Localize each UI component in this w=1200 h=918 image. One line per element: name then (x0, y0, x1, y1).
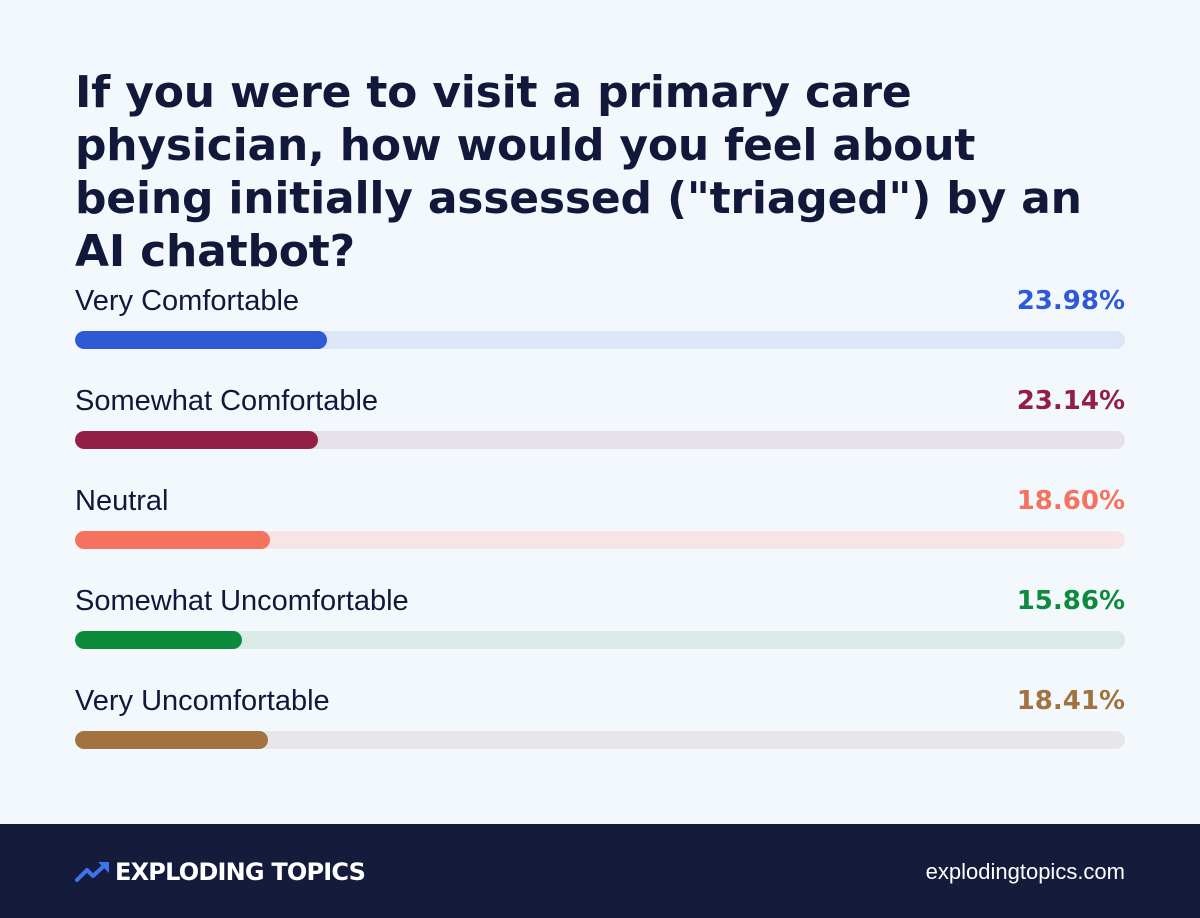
value-label: 18.41% (1016, 686, 1125, 716)
bar-row: Somewhat Comfortable 23.14% (75, 380, 1125, 480)
value-label: 23.14% (1016, 386, 1125, 416)
bar (75, 731, 269, 749)
bar-chart: Very Comfortable 23.98% Somewhat Comfortab… (75, 280, 1125, 780)
brand-name: EXPLODING TOPICS (115, 858, 366, 886)
bar-track (75, 431, 1125, 449)
category-label: Somewhat Uncomfortable (75, 585, 409, 617)
category-label: Neutral (75, 485, 169, 517)
bar-row: Somewhat Uncomfortable 15.86% (75, 580, 1125, 680)
brand-logo[interactable]: EXPLODING TOPICS (75, 857, 366, 887)
bar-track (75, 331, 1125, 349)
category-label: Very Comfortable (75, 285, 300, 317)
bar (75, 431, 318, 449)
trending-up-arrow-icon (75, 862, 109, 882)
bar-track (75, 731, 1125, 749)
bar-track (75, 531, 1125, 549)
site-url[interactable]: explodingtopics.com (925, 859, 1125, 884)
chart-title: If you were to visit a primary care phys… (75, 67, 1082, 277)
bar-track (75, 631, 1125, 649)
bar (75, 631, 242, 649)
category-label: Very Uncomfortable (75, 685, 330, 717)
value-label: 15.86% (1016, 586, 1125, 616)
bar-row: Neutral 18.60% (75, 480, 1125, 580)
bar (75, 331, 327, 349)
value-label: 23.98% (1016, 286, 1125, 316)
bar-row: Very Comfortable 23.98% (75, 280, 1125, 380)
bar-row: Very Uncomfortable 18.41% (75, 680, 1125, 780)
bar (75, 531, 271, 549)
footer: EXPLODING TOPICS explodingtopics.com (0, 824, 1200, 918)
category-label: Somewhat Comfortable (75, 385, 379, 417)
value-label: 18.60% (1016, 486, 1125, 516)
